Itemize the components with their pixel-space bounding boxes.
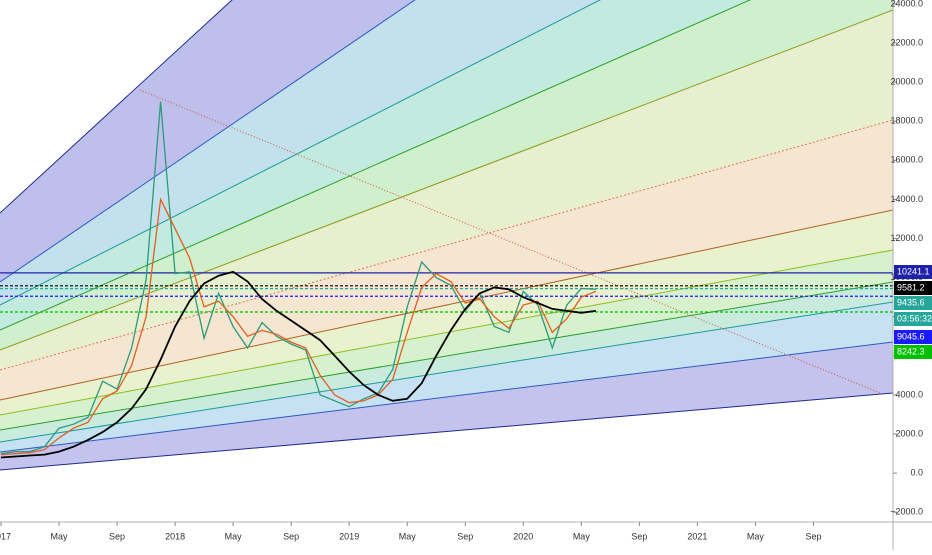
price-label: 10241.1 [897,266,930,276]
x-tick-label: May [225,531,243,541]
x-tick-label: 2021 [687,531,707,541]
x-tick-label: May [747,531,765,541]
y-tick-label: 22000.0 [890,37,923,47]
fan-line [0,0,602,306]
y-tick-label: 16000.0 [890,155,923,165]
fan-line [0,341,893,453]
price-series [0,270,596,459]
x-tick-label: May [51,531,69,541]
y-tick-label: 14000.0 [890,194,923,204]
x-tick-label: May [399,531,417,541]
countdown: 03:56:32 [897,313,932,323]
fan-band [0,10,893,370]
plot-area [0,101,893,459]
y-tick-label: 20000.0 [890,76,923,86]
fan-line [0,0,752,331]
x-tick-label: Sep [109,531,125,541]
fan-band [0,120,893,400]
x-tick-label: May [573,531,591,541]
price-label: 9435.6 [897,297,925,307]
price-label-bg [894,330,932,344]
price-label: 9045.6 [897,331,925,341]
fan-line [0,0,416,283]
fan-line [0,119,893,371]
fan-band [0,342,893,470]
y-tick-label: 2000.0 [895,428,923,438]
countdown-bg [894,312,932,326]
fan-line [0,249,893,416]
price-series [0,197,597,456]
y-tick-label: 12000.0 [890,233,923,243]
price-series [0,101,596,455]
x-tick-label: Sep [457,531,473,541]
price-label: 8242.3 [897,346,925,356]
y-tick-label: 24000.0 [890,0,923,8]
fan-line [0,0,233,214]
x-tick-label: 2019 [339,531,359,541]
trend-line [139,89,881,394]
y-tick-label: 4000.0 [895,389,923,399]
y-tick-label: 18000.0 [890,116,923,126]
price-label-bg [894,265,932,279]
gann-fan [0,0,893,471]
x-tick-label: 2018 [165,531,185,541]
y-tick-label: −2000.0 [890,507,923,517]
price-label-bg [894,345,932,359]
price-label-bg [894,281,932,295]
fan-band [0,0,893,350]
x-tick-label: Sep [283,531,299,541]
x-tick-label: Sep [631,531,647,541]
y-tick-label: 0.0 [910,467,923,477]
x-tick-label: 2020 [513,531,533,541]
fan-line [0,392,893,471]
fan-band [0,302,893,452]
fan-line [0,209,893,401]
fan-band [0,282,893,442]
fan-line [0,301,893,443]
x-tick-label: 2017 [0,531,11,541]
fan-line [0,281,893,431]
x-tick-label: Sep [805,531,821,541]
fan-band [0,250,893,430]
price-label: 9581.2 [897,282,925,292]
price-label-bg [894,296,932,310]
